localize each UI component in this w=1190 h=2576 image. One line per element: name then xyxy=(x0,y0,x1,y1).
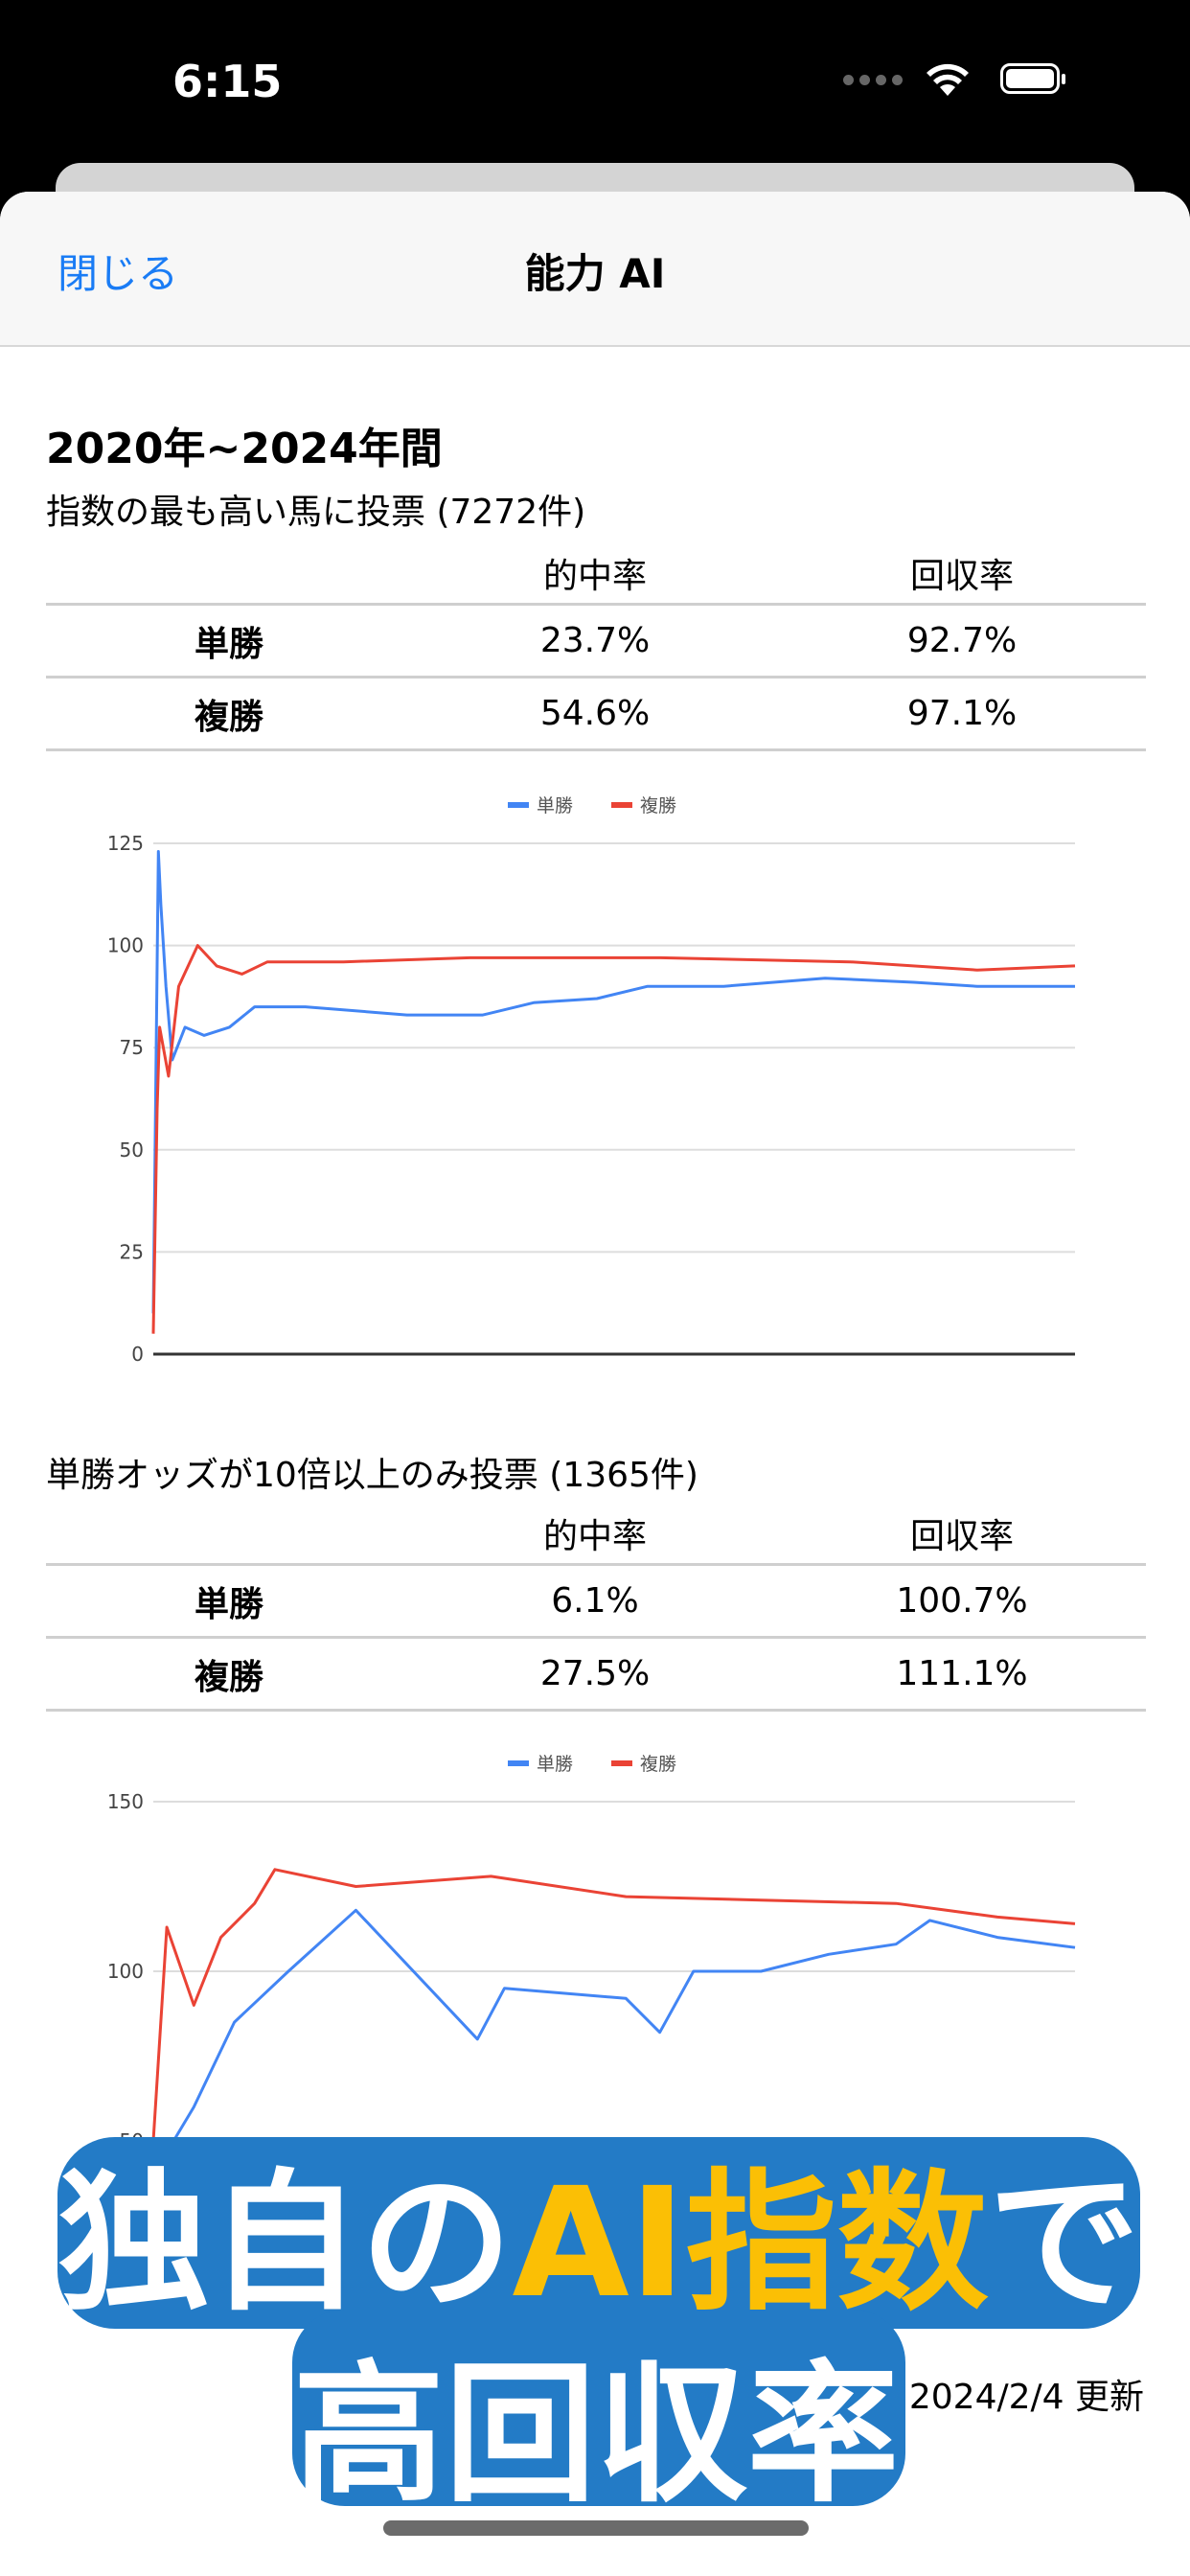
row-label: 単勝 xyxy=(194,624,263,664)
series-line-単勝 xyxy=(151,850,1075,1314)
y-tick-label: 125 xyxy=(107,832,144,855)
svg-text:独自のAI指数で: 独自のAI指数で xyxy=(57,2155,1139,2332)
cellular-signal-icon xyxy=(843,75,903,85)
series-line-複勝 xyxy=(151,944,1076,1334)
page-title: 能力 AI xyxy=(524,250,666,297)
promo-text: 高回収率 xyxy=(293,2347,899,2520)
y-tick-label: 25 xyxy=(120,1240,144,1263)
nav-bar: 閉じる 能力 AI xyxy=(0,192,1190,347)
home-indicator[interactable] xyxy=(383,2520,809,2536)
legend-label: 単勝 xyxy=(537,795,573,816)
hit-rate: 23.7% xyxy=(539,621,651,660)
section-subtitle: 指数の最も高い馬に投票 (7272件) xyxy=(46,493,586,532)
table-row: 単勝 23.7% 92.7% xyxy=(46,606,1146,678)
clock: 6:15 xyxy=(172,56,283,107)
close-button[interactable]: 閉じる xyxy=(57,250,179,297)
header-return: 回収率 xyxy=(909,1516,1014,1556)
hit-rate: 6.1% xyxy=(551,1581,639,1621)
stats-table: 的中率 回収率 単勝 23.7% 92.7% 複勝 54.6% 97.1% xyxy=(46,542,1146,751)
legend-label: 単勝 xyxy=(537,1754,573,1775)
y-tick-label: 50 xyxy=(120,1138,144,1162)
y-tick-label: 75 xyxy=(120,1036,144,1059)
hit-rate: 54.6% xyxy=(539,694,651,733)
wifi-icon xyxy=(927,63,969,96)
row-label: 複勝 xyxy=(194,697,263,737)
y-tick-label: 100 xyxy=(107,934,144,957)
y-tick-label: 150 xyxy=(107,1790,144,1813)
table-row: 単勝 6.1% 100.7% xyxy=(46,1566,1146,1639)
return-rate: 111.1% xyxy=(896,1654,1028,1693)
promo-text: 独自の xyxy=(57,2155,512,2332)
hit-rate: 27.5% xyxy=(539,1654,651,1693)
status-bar: 6:15 xyxy=(0,0,1190,163)
stats-table: 的中率 回収率 単勝 6.1% 100.7% 複勝 27.5% 111.1% xyxy=(46,1503,1146,1712)
return-rate: 100.7% xyxy=(896,1581,1028,1621)
updated-date: 2024/2/4 更新 xyxy=(908,2378,1144,2417)
return-rate: 97.1% xyxy=(906,694,1018,733)
period-heading: 2020年~2024年間 xyxy=(46,425,443,473)
y-tick-label: 100 xyxy=(107,1960,144,1983)
series-line-複勝 xyxy=(151,1868,1076,2142)
header-hit: 的中率 xyxy=(542,1516,647,1556)
legend-label: 複勝 xyxy=(640,795,676,816)
promo-text: で xyxy=(989,2155,1140,2332)
table-header: 的中率 回収率 xyxy=(46,1503,1146,1566)
table-header: 的中率 回収率 xyxy=(46,542,1146,606)
return-chart-all: 0 25 50 75 100 125 単勝 複勝 xyxy=(107,795,1076,1366)
legend-label: 複勝 xyxy=(640,1754,676,1775)
row-label: 複勝 xyxy=(194,1657,263,1697)
return-rate: 92.7% xyxy=(906,621,1018,660)
promo-banner: 独自のAI指数で 高回収率 xyxy=(57,2137,1140,2520)
row-label: 単勝 xyxy=(194,1584,263,1624)
table-row: 複勝 27.5% 111.1% xyxy=(46,1639,1146,1712)
y-tick-label: 0 xyxy=(131,1343,144,1366)
table-row: 複勝 54.6% 97.1% xyxy=(46,678,1146,751)
header-hit: 的中率 xyxy=(542,556,647,596)
series-line-単勝 xyxy=(151,1908,1076,2176)
battery-icon xyxy=(1000,63,1065,94)
header-return: 回収率 xyxy=(909,556,1014,596)
section-subtitle: 単勝オッズが10倍以上のみ投票 (1365件) xyxy=(46,1456,698,1495)
promo-accent: AI指数 xyxy=(512,2155,988,2332)
